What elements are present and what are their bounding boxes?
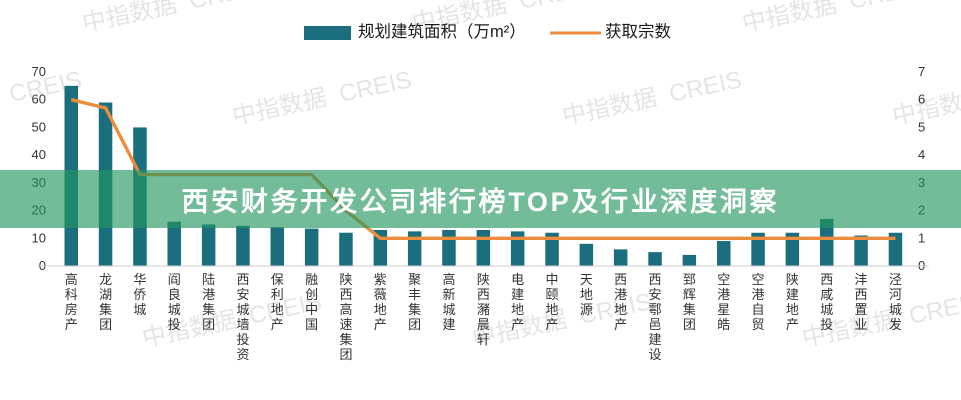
svg-text:高新城建: 高新城建 (442, 272, 455, 332)
svg-text:电建地产: 电建地产 (511, 272, 524, 332)
svg-text:西咸城投: 西咸城投 (820, 272, 833, 332)
svg-text:郅辉集团: 郅辉集团 (683, 272, 696, 332)
svg-text:天地源: 天地源 (580, 272, 593, 317)
svg-text:空港星皓: 空港星皓 (717, 272, 730, 332)
svg-text:高科房产: 高科房产 (65, 272, 78, 332)
svg-text:阎良城投: 阎良城投 (168, 272, 181, 332)
svg-text:7: 7 (918, 64, 925, 79)
svg-text:5: 5 (918, 119, 925, 134)
svg-text:4: 4 (918, 147, 925, 162)
svg-text:华侨城: 华侨城 (133, 272, 146, 317)
svg-text:西港地产: 西港地产 (614, 272, 627, 332)
svg-text:陕西瀦晨轩: 陕西瀦晨轩 (477, 272, 490, 347)
svg-text:50: 50 (32, 119, 46, 134)
svg-text:龙湖集团: 龙湖集团 (99, 272, 112, 332)
svg-text:泾河城发: 泾河城发 (889, 272, 902, 332)
svg-text:空港自贸: 空港自贸 (752, 272, 765, 332)
svg-text:40: 40 (32, 147, 46, 162)
svg-text:陆港集团: 陆港集团 (202, 272, 215, 332)
svg-text:沣西置业: 沣西置业 (855, 272, 868, 332)
svg-text:西安城墙投资: 西安城墙投资 (236, 272, 249, 362)
svg-text:陕西高速集团: 陕西高速集团 (339, 272, 352, 362)
svg-text:60: 60 (32, 92, 46, 107)
svg-text:6: 6 (918, 92, 925, 107)
svg-text:10: 10 (32, 230, 46, 245)
svg-text:70: 70 (32, 64, 46, 79)
svg-text:1: 1 (918, 230, 925, 245)
svg-text:保利地产: 保利地产 (271, 272, 284, 332)
svg-text:紫薇地产: 紫薇地产 (374, 272, 387, 332)
svg-text:中颐地产: 中颐地产 (546, 272, 559, 332)
svg-text:西安鄠邑建设: 西安鄠邑建设 (649, 272, 662, 362)
svg-text:陕建地产: 陕建地产 (786, 272, 799, 332)
svg-text:聚丰集团: 聚丰集团 (408, 272, 421, 332)
svg-text:融创中国: 融创中国 (305, 272, 318, 332)
